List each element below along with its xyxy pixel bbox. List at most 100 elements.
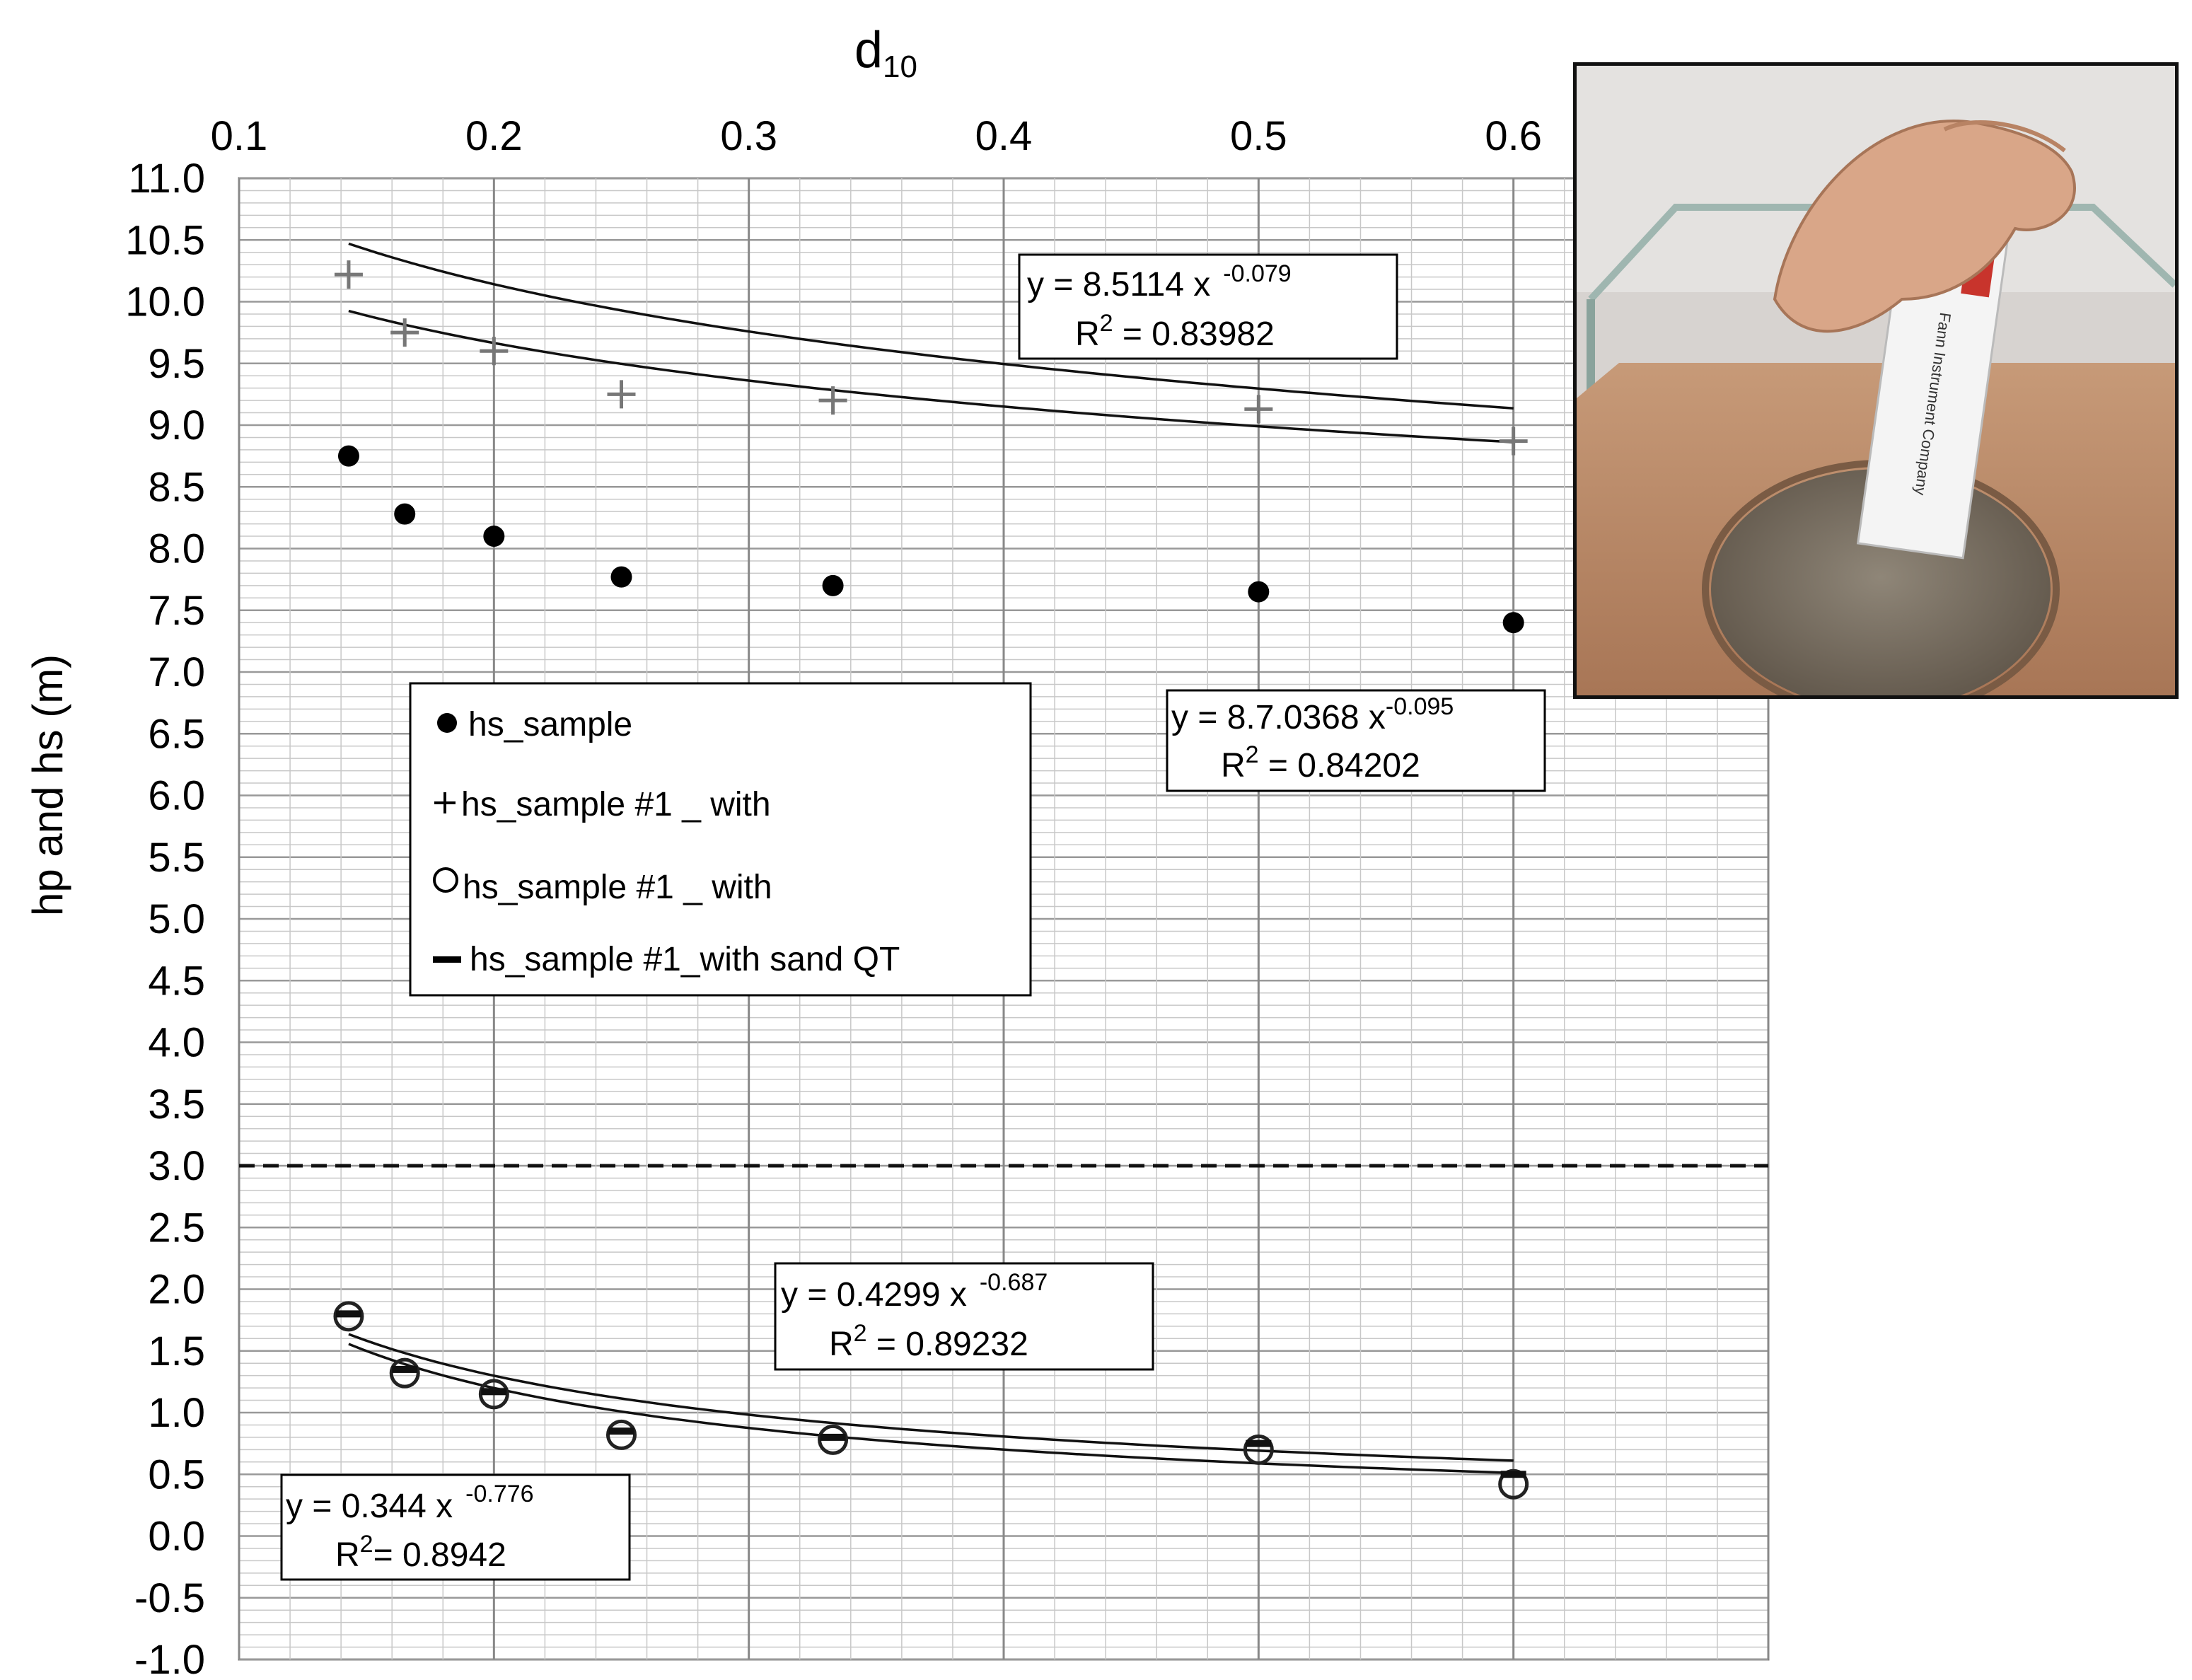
equation-box-3: y = 0.4299 x -0.687 R2 = 0.89232 xyxy=(774,1262,1154,1371)
y-tick-label: 10.0 xyxy=(125,279,205,325)
point-dash xyxy=(820,1433,846,1441)
hand xyxy=(1773,120,2076,333)
y-tick-label: 4.0 xyxy=(148,1020,205,1066)
y-tick-label: 0.5 xyxy=(148,1452,205,1497)
x-tick-labels: 0.1 0.2 0.3 0.4 0.5 0.6 xyxy=(211,113,1542,159)
point-open-circle xyxy=(1498,1468,1529,1500)
point-filled-circle xyxy=(1248,581,1270,603)
equation-4-exponent: -0.776 xyxy=(465,1481,533,1507)
x-tick-label: 0.1 xyxy=(211,113,268,159)
point-filled-circle xyxy=(610,566,632,588)
equation-box-2: y = 8.7.0368 x-0.095 R2 = 0.84202 xyxy=(1166,689,1546,792)
equation-3-exponent: -0.687 xyxy=(980,1269,1048,1296)
y-tick-label: 2.5 xyxy=(148,1205,205,1251)
x-tick-label: 0.2 xyxy=(465,113,523,159)
point-dash xyxy=(335,1310,361,1318)
r2-value-4: = 0.8942 xyxy=(373,1536,506,1574)
x-tick-label: 0.4 xyxy=(975,113,1033,159)
svg-text:R2 = 0.89232: R2 = 0.89232 xyxy=(829,1320,1028,1363)
svg-text:y = 0.344 x-0.776: y = 0.344 x -0.776 xyxy=(286,1481,534,1525)
point-plus xyxy=(480,337,509,366)
point-plus xyxy=(334,260,363,289)
x-axis-title: d10 xyxy=(854,22,917,84)
y-tick-label: 5.5 xyxy=(148,835,205,881)
legend-symbol-open-circle xyxy=(433,867,458,893)
y-tick-label: 9.5 xyxy=(148,341,205,387)
y-tick-label: 7.0 xyxy=(148,649,205,695)
point-filled-circle xyxy=(483,526,505,548)
y-tick-label: 10.5 xyxy=(125,217,205,263)
equation-2-exponent: -0.095 xyxy=(1386,693,1454,720)
point-open-circle xyxy=(478,1379,509,1410)
point-dash xyxy=(608,1427,634,1435)
equation-3: y = 0.4299 x xyxy=(781,1276,967,1314)
equation-2: y = 8.7.0368 x xyxy=(1171,699,1386,736)
r2-label: R xyxy=(829,1326,854,1363)
legend-label: hs_sample #1 _ with xyxy=(463,869,772,906)
svg-text:R2 = 0.84202: R2 = 0.84202 xyxy=(1221,741,1420,784)
data-markers xyxy=(333,260,1529,1500)
y-tick-label: 7.5 xyxy=(148,588,205,634)
y-tick-label: 8.5 xyxy=(148,464,205,510)
r2-label: R xyxy=(335,1536,360,1574)
y-tick-label: 0.0 xyxy=(148,1514,205,1560)
point-open-circle xyxy=(333,1301,364,1332)
svg-text:R2= 0.8942: R2= 0.8942 xyxy=(335,1531,506,1574)
r2-value-3: = 0.89232 xyxy=(867,1326,1028,1363)
finger xyxy=(1943,120,2066,153)
point-dash xyxy=(392,1365,418,1373)
point-filled-circle xyxy=(822,574,844,596)
point-plus xyxy=(607,380,636,409)
y-tick-labels: 11.0 10.5 10.0 9.5 9.0 8.5 8.0 7.5 7.0 6.5 6.0 5.5 5… xyxy=(125,156,205,1680)
y-tick-label: 3.0 xyxy=(148,1143,205,1189)
equation-1: y = 8.5114 x xyxy=(1027,266,1210,303)
y-tick-label: 6.5 xyxy=(148,711,205,757)
y-tick-label: 8.0 xyxy=(148,526,205,572)
point-dash xyxy=(481,1388,507,1396)
equation-1-exponent: -0.079 xyxy=(1223,260,1291,287)
point-open-circle xyxy=(1243,1434,1274,1465)
point-filled-circle xyxy=(1502,612,1524,634)
point-plus xyxy=(390,318,419,347)
r2-label: R xyxy=(1075,315,1100,353)
r2-label: R xyxy=(1221,747,1246,784)
r2-value-2: = 0.84202 xyxy=(1259,747,1420,784)
y-axis-title: hp and hs (m) xyxy=(24,654,71,916)
y-tick-label: 5.0 xyxy=(148,896,205,942)
legend-symbol-dash xyxy=(433,956,461,963)
point-plus xyxy=(1244,395,1273,424)
legend-entry: hs_sample xyxy=(437,706,632,743)
y-tick-label: 1.5 xyxy=(148,1328,205,1374)
trendline-1 xyxy=(348,309,1514,444)
legend-box xyxy=(409,682,1032,997)
legend-entry: hs_sample #1 _ with xyxy=(433,867,772,906)
equation-4: y = 0.344 x xyxy=(286,1488,453,1525)
trendline-2 xyxy=(348,242,1514,410)
svg-text:y = 8.7.0368 x-0.095: y = 8.7.0368 x-0.095 xyxy=(1171,693,1454,736)
point-filled-circle xyxy=(337,445,359,467)
trendlines xyxy=(348,242,1514,1475)
legend-label: hs_sample #1_with sand QT xyxy=(470,941,900,978)
svg-text:R2 = 0.83982: R2 = 0.83982 xyxy=(1075,310,1275,353)
equation-box-4: y = 0.344 x -0.776 R2= 0.8942 xyxy=(280,1473,631,1581)
point-open-circle xyxy=(606,1419,637,1450)
equation-box-1: y = 8.5114 x -0.079 R2 = 0.83982 xyxy=(1018,253,1398,360)
r2-value-1: = 0.83982 xyxy=(1113,315,1275,353)
legend-symbol-plus xyxy=(434,792,456,813)
point-open-circle xyxy=(389,1357,420,1389)
legend-symbol-filled-circle xyxy=(437,713,457,733)
x-tick-label: 0.5 xyxy=(1230,113,1287,159)
y-tick-label: 9.0 xyxy=(148,402,205,448)
x-tick-label: 0.6 xyxy=(1485,113,1542,159)
photo-inset: Fann Instrument Company xyxy=(1573,62,2179,699)
point-dash xyxy=(1500,1471,1526,1478)
trendline-4 xyxy=(348,1343,1514,1475)
point-dash xyxy=(1246,1439,1272,1447)
legend-entry: hs_sample #1_with sand QT xyxy=(433,941,900,978)
svg-text:y = 0.4299 x-0.687: y = 0.4299 x -0.687 xyxy=(781,1269,1048,1314)
y-tick-label: 3.5 xyxy=(148,1082,205,1128)
y-tick-label: -1.0 xyxy=(134,1637,205,1680)
svg-text:y = 8.5114 x-0.079: y = 8.5114 x -0.079 xyxy=(1027,260,1292,303)
x-tick-label: 0.3 xyxy=(720,113,777,159)
